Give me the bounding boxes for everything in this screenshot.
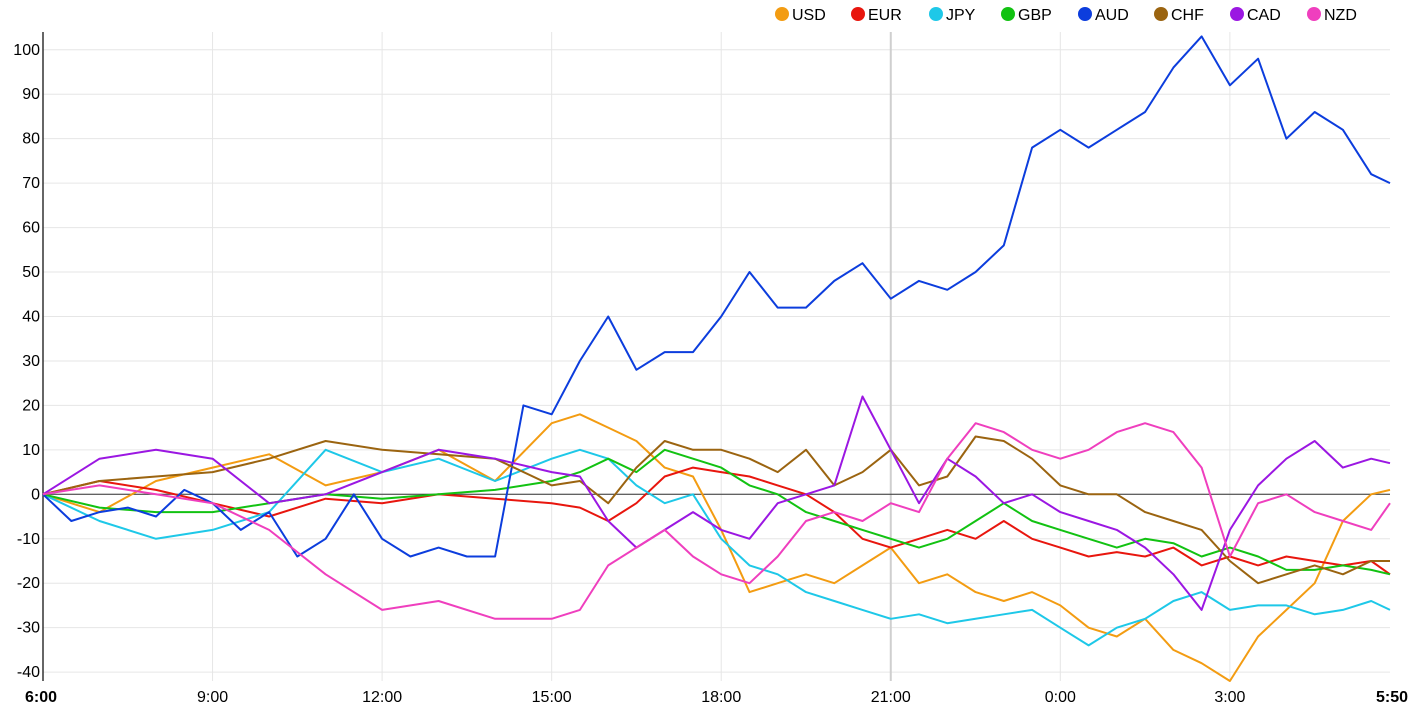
legend-item-chf: CHF: [1154, 7, 1204, 24]
legend-swatch: [1307, 7, 1321, 21]
x-tick-label: 15:00: [532, 689, 572, 706]
legend-label: GBP: [1018, 7, 1052, 24]
x-tick-label: 12:00: [362, 689, 402, 706]
legend-item-usd: USD: [775, 7, 826, 24]
series-line-gbp: [42, 448, 1391, 576]
x-tick-label: 6:00: [25, 689, 57, 706]
legend-item-jpy: JPY: [929, 7, 976, 24]
legend-label: CAD: [1247, 7, 1281, 24]
legend-label: CHF: [1171, 7, 1204, 24]
x-tick-label: 9:00: [197, 689, 228, 706]
series-line-cad: [42, 395, 1391, 611]
legend-swatch: [851, 7, 865, 21]
y-tick-label: 100: [13, 42, 40, 59]
y-tick-label: -20: [17, 575, 40, 592]
legend-swatch: [1001, 7, 1015, 21]
y-tick-label: 60: [22, 220, 40, 237]
y-tick-label: 40: [22, 308, 40, 325]
legend-label: JPY: [946, 7, 976, 24]
legend-swatch: [775, 7, 789, 21]
y-tick-label: -10: [17, 531, 40, 548]
legend-item-gbp: GBP: [1001, 7, 1052, 24]
series-line-nzd: [42, 422, 1391, 620]
y-tick-label: 10: [22, 442, 40, 459]
series-layer: [42, 35, 1391, 682]
legend-swatch: [1078, 7, 1092, 21]
x-tick-label: 0:00: [1045, 689, 1076, 706]
legend-label: NZD: [1324, 7, 1357, 24]
y-tick-label: 90: [22, 86, 40, 103]
x-tick-label: 18:00: [701, 689, 741, 706]
series-line-jpy: [42, 448, 1391, 647]
legend-item-nzd: NZD: [1307, 7, 1357, 24]
x-tick-label: 5:50: [1376, 689, 1408, 706]
y-tick-label: 80: [22, 131, 40, 148]
y-tick-label: 30: [22, 353, 40, 370]
legend-swatch: [1230, 7, 1244, 21]
series-line-aud: [42, 35, 1391, 558]
legend-swatch: [929, 7, 943, 21]
legend-item-eur: EUR: [851, 7, 902, 24]
legend-label: AUD: [1095, 7, 1129, 24]
legend-item-cad: CAD: [1230, 7, 1281, 24]
legend-item-aud: AUD: [1078, 7, 1129, 24]
x-tick-label: 3:00: [1214, 689, 1245, 706]
legend-label: USD: [792, 7, 826, 24]
y-tick-label: -40: [17, 664, 40, 681]
y-tick-label: 0: [31, 486, 40, 503]
x-tick-label: 21:00: [871, 689, 911, 706]
legend-swatch: [1154, 7, 1168, 21]
y-tick-label: -30: [17, 620, 40, 637]
y-tick-label: 50: [22, 264, 40, 281]
legend-label: EUR: [868, 7, 902, 24]
series-line-usd: [42, 413, 1391, 682]
grid-layer: [43, 32, 1390, 681]
y-tick-label: 70: [22, 175, 40, 192]
y-tick-label: 20: [22, 397, 40, 414]
series-line-chf: [42, 435, 1390, 585]
legend: USD EUR JPY GBP AUD CHF CAD NZD: [775, 7, 1357, 24]
